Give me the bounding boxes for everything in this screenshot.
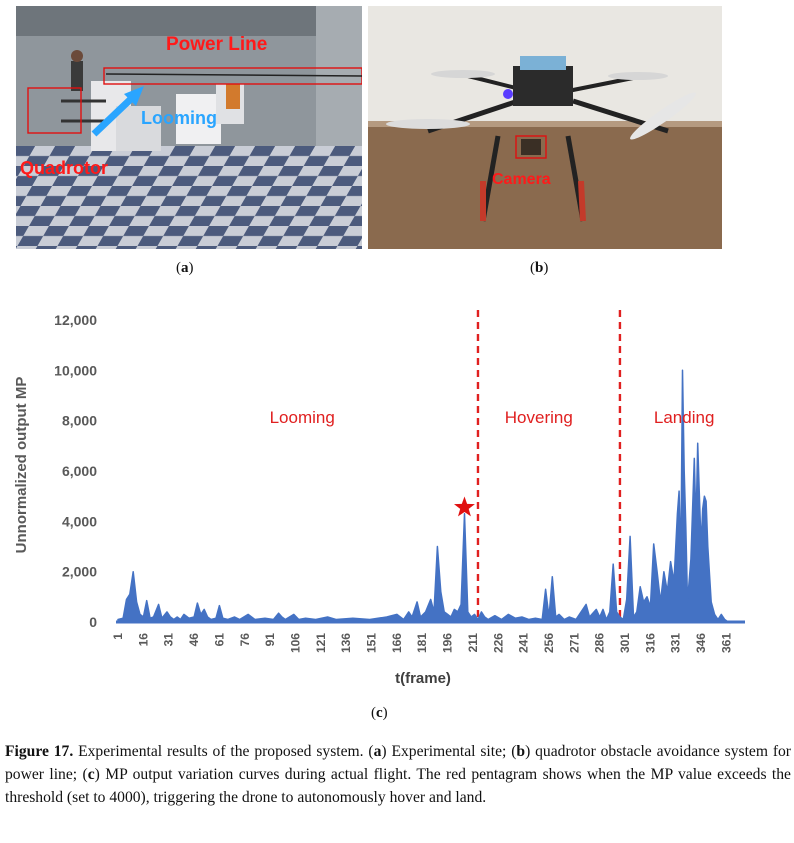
y-tick-label: 4,000 bbox=[62, 513, 97, 529]
phase-label: Looming bbox=[270, 408, 335, 427]
panel-c-letter: c bbox=[376, 705, 383, 721]
phase-labels: Looming Hovering Landing bbox=[270, 408, 715, 427]
x-tick-label: 256 bbox=[542, 633, 556, 653]
panel-a-letter: a bbox=[181, 260, 189, 276]
mp-output-chart: Unnormalized output MP t(frame) 0 2,000 4,… bbox=[13, 310, 745, 687]
quadrotor-photo: Camera bbox=[368, 6, 722, 249]
x-tick-label: 286 bbox=[593, 633, 607, 653]
x-tick-label: 241 bbox=[517, 633, 531, 653]
phase-boundary-lines bbox=[476, 310, 622, 622]
threshold-star bbox=[454, 496, 475, 517]
y-tick-label: 8,000 bbox=[62, 413, 97, 429]
x-tick-label: 271 bbox=[567, 633, 581, 653]
x-axis-title: t(frame) bbox=[395, 670, 451, 687]
caption-text-1: Experimental results of the proposed sys… bbox=[73, 743, 374, 760]
mp-area bbox=[117, 369, 729, 623]
x-tick-label: 106 bbox=[288, 633, 302, 653]
caption-c: c bbox=[87, 766, 95, 783]
x-tick-label: 211 bbox=[466, 633, 480, 653]
x-tick-label: 16 bbox=[136, 633, 150, 647]
mp-series bbox=[116, 369, 745, 624]
looming-annotation: Looming bbox=[141, 108, 217, 128]
x-tick-label: 361 bbox=[719, 633, 733, 653]
x-tick-label: 226 bbox=[491, 633, 505, 653]
y-tick-label: 0 bbox=[89, 614, 97, 630]
x-tick-label: 121 bbox=[314, 633, 328, 653]
x-tick-label: 46 bbox=[187, 633, 201, 647]
y-tick-label: 10,000 bbox=[54, 362, 97, 378]
x-tick-label: 346 bbox=[694, 633, 708, 653]
x-tick-label: 136 bbox=[339, 633, 353, 653]
figure-caption: Figure 17. Experimental results of the p… bbox=[5, 740, 791, 809]
caption-a: a bbox=[373, 743, 382, 760]
x-tick-label: 331 bbox=[669, 633, 683, 653]
site-photo-drawing bbox=[16, 6, 362, 249]
x-tick-label: 166 bbox=[390, 633, 404, 653]
y-tick-label: 6,000 bbox=[62, 463, 97, 479]
x-tick-label: 301 bbox=[618, 633, 632, 653]
phase-label: Landing bbox=[654, 408, 715, 427]
x-tick-label: 61 bbox=[212, 633, 226, 647]
y-tick-label: 12,000 bbox=[54, 312, 97, 328]
x-tick-label: 181 bbox=[415, 633, 429, 653]
phase-label: Hovering bbox=[505, 408, 573, 427]
panel-b-letter: b bbox=[535, 260, 544, 276]
x-tick-label: 91 bbox=[263, 633, 277, 647]
panel-a-label: (a) bbox=[176, 260, 194, 276]
quadrotor-photo-drawing bbox=[368, 6, 722, 249]
x-tick-label: 196 bbox=[441, 633, 455, 653]
panel-b-label: (b) bbox=[530, 260, 549, 276]
y-axis-title: Unnormalized output MP bbox=[13, 377, 30, 554]
x-tick-label: 1 bbox=[111, 633, 125, 640]
x-tick-label: 151 bbox=[365, 633, 379, 653]
caption-b: b bbox=[516, 743, 526, 760]
caption-text-2: ) Experimental site; ( bbox=[381, 743, 517, 760]
x-tick-label: 76 bbox=[238, 633, 252, 647]
quadrotor-annotation: Quadrotor bbox=[20, 158, 108, 178]
y-tick-label: 2,000 bbox=[62, 564, 97, 580]
power-line-annotation: Power Line bbox=[166, 34, 268, 55]
caption-label: Figure 17. bbox=[5, 743, 74, 760]
x-tick-label: 31 bbox=[162, 633, 176, 647]
x-tick-label: 316 bbox=[643, 633, 657, 653]
experimental-site-photo: Power Line Looming Quadrotor bbox=[16, 6, 362, 249]
camera-annotation: Camera bbox=[492, 171, 551, 188]
x-tick-labels: 1 16 31 46 61 76 91 106 121 136 151 166 181 196 211 226… bbox=[111, 633, 733, 653]
caption-text-4: ) MP output variation curves during actu… bbox=[5, 766, 791, 806]
threshold-marker bbox=[454, 496, 475, 517]
panel-c-label: (c) bbox=[371, 705, 388, 721]
y-tick-labels: 0 2,000 4,000 6,000 8,000 10,000 12,000 bbox=[54, 312, 97, 630]
caption-text-3: ) quadrotor obstacle avoidance system fo… bbox=[5, 743, 792, 783]
